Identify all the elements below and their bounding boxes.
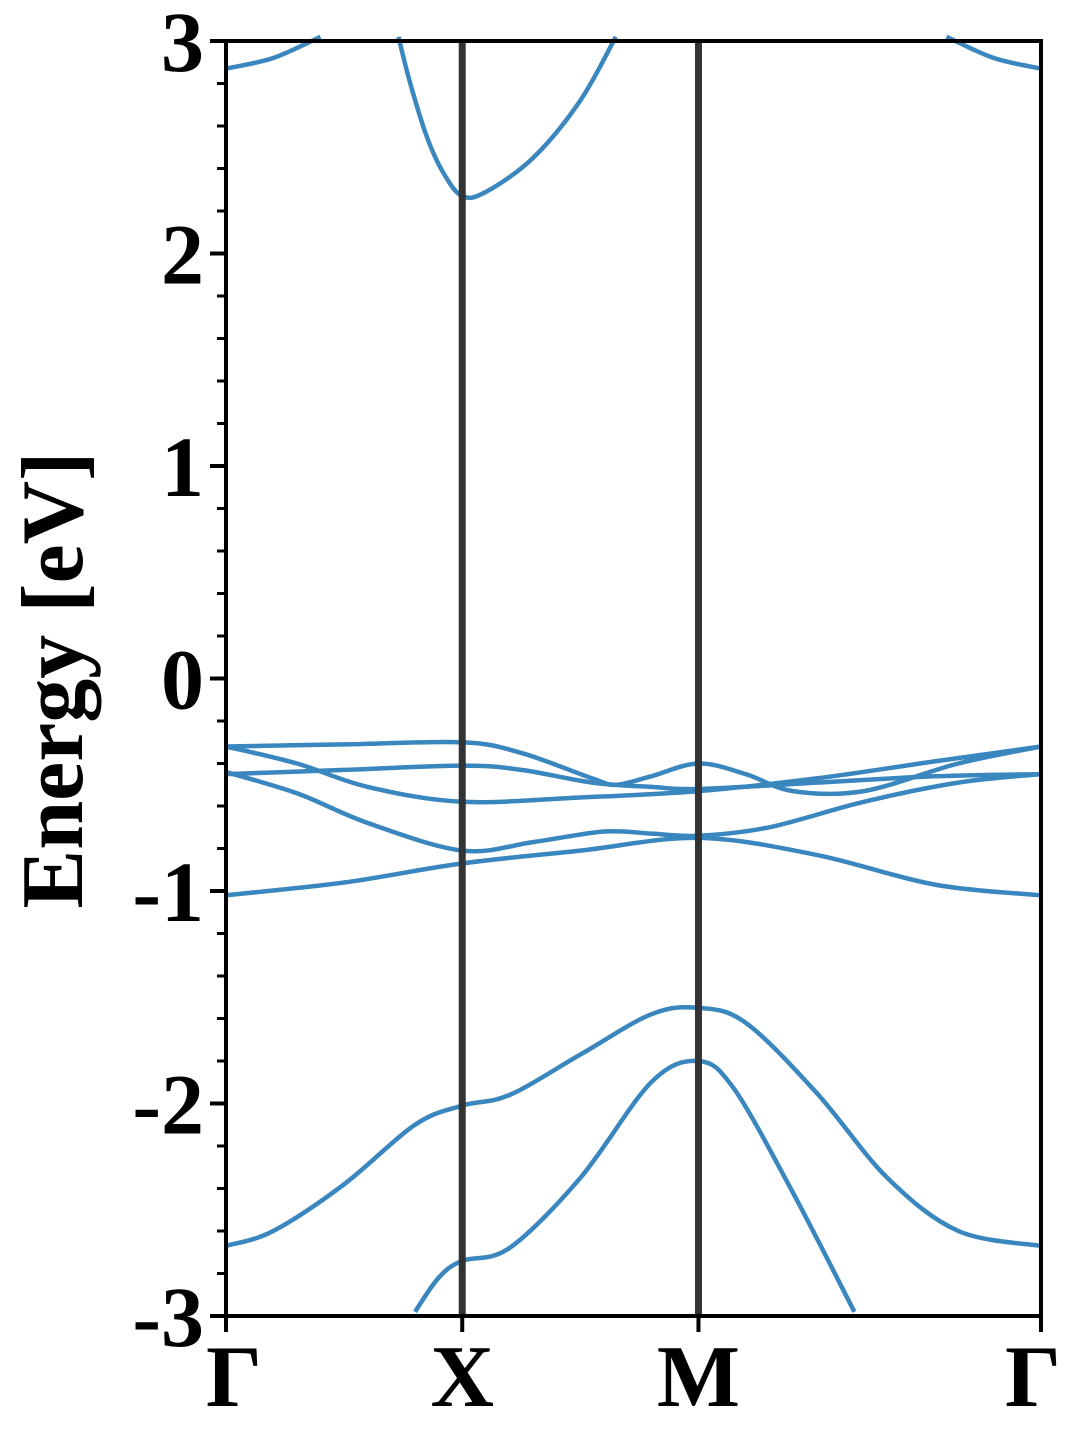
y-tick-label: -2 — [132, 1057, 204, 1153]
y-tick-label: 1 — [161, 419, 204, 515]
band-line-8 — [225, 835, 1042, 898]
y-tick-label: -3 — [132, 1269, 204, 1365]
y-axis-title: Energy [eV] — [5, 452, 102, 909]
x-tick-label: Γ — [1005, 1329, 1061, 1426]
x-tick-label: M — [657, 1329, 740, 1426]
axes: -3 -2 -1 0 1 2 3 Γ X M Γ — [132, 0, 1061, 1426]
y-tick-label: 0 — [161, 632, 204, 728]
band-line-10 — [413, 1058, 857, 1314]
band-line-5 — [225, 744, 1042, 805]
y-tick-label: 3 — [161, 0, 204, 90]
band-line-9 — [225, 1004, 1042, 1249]
plot-frame — [224, 39, 1043, 1318]
x-tick-label: Γ — [206, 1329, 262, 1426]
high-symmetry-lines — [458, 41, 702, 1316]
band-line-6 — [225, 763, 1042, 792]
y-tick-label: 2 — [161, 207, 204, 303]
band-lines — [225, 34, 1042, 1314]
band-line-3 — [396, 35, 618, 201]
band-line-7 — [225, 769, 1042, 854]
band-line-4 — [225, 739, 1042, 797]
y-tick-label: -1 — [132, 844, 204, 940]
x-tick-label: X — [430, 1329, 494, 1426]
